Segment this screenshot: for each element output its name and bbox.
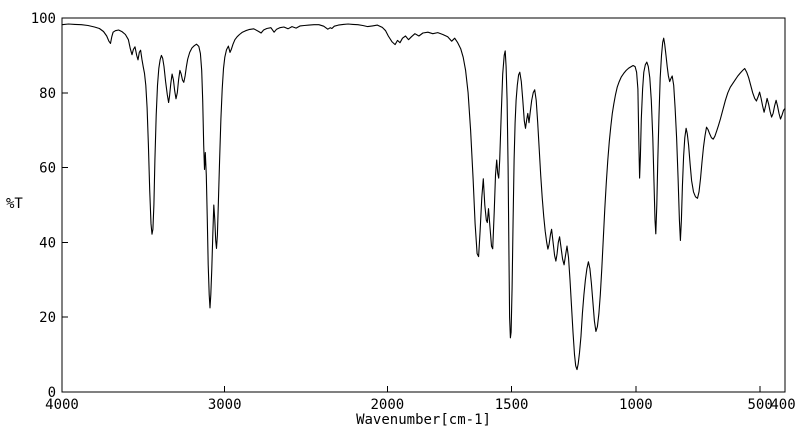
y-tick-label: 40 (39, 235, 56, 251)
x-tick-label: 400 (770, 397, 795, 413)
spectrum-trace (61, 23, 786, 371)
y-tick-label: 20 (39, 310, 56, 326)
y-tick-label: 60 (39, 161, 56, 177)
x-axis-label: Wavenumber[cm-1] (356, 412, 491, 428)
x-tick-label: 3000 (208, 397, 242, 413)
plot-border (61, 17, 786, 393)
x-tick-label: 4000 (45, 397, 79, 413)
x-tick-label: 1000 (619, 397, 653, 413)
y-tick-label: 80 (39, 86, 56, 102)
x-tick-label: 500 (747, 397, 772, 413)
x-tick-label: 1500 (495, 397, 529, 413)
y-axis-label: %T (6, 196, 23, 212)
y-tick-label: 0 (48, 385, 56, 401)
x-tick-label: 2000 (370, 397, 404, 413)
y-tick-label: 100 (31, 11, 56, 27)
